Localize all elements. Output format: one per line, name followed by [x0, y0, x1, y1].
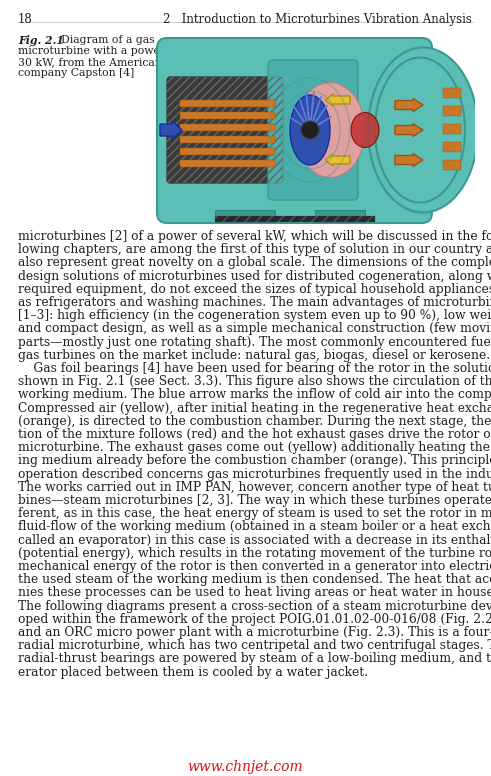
Text: (orange), is directed to the combustion chamber. During the next stage, the igni: (orange), is directed to the combustion …: [18, 415, 491, 428]
Text: 2   Introduction to Microturbines Vibration Analysis: 2 Introduction to Microturbines Vibratio…: [163, 13, 472, 26]
Bar: [443, 142, 461, 152]
Bar: [443, 160, 461, 170]
Bar: [215, 216, 375, 222]
Text: mechanical energy of the rotor is then converted in a generator into electricity: mechanical energy of the rotor is then c…: [18, 560, 491, 573]
Text: required equipment, do not exceed the sizes of typical household appliances, suc: required equipment, do not exceed the si…: [18, 282, 491, 296]
Text: (potential energy), which results in the rotating movement of the turbine rotor.: (potential energy), which results in the…: [18, 547, 491, 559]
Text: nies these processes can be used to heat living areas or heat water in household: nies these processes can be used to heat…: [18, 587, 491, 599]
Bar: [180, 160, 275, 167]
Bar: [315, 210, 365, 222]
Text: company Capston [4]: company Capston [4]: [18, 68, 134, 78]
Text: 18: 18: [18, 13, 33, 26]
Text: design solutions of microturbines used for distributed cogeneration, along with : design solutions of microturbines used f…: [18, 269, 491, 282]
FancyBboxPatch shape: [268, 60, 358, 200]
Text: radial microturbine, which has two centripetal and two centrifugal stages. Two: radial microturbine, which has two centr…: [18, 639, 491, 652]
Text: Fig. 2.1: Fig. 2.1: [18, 35, 64, 46]
Text: fluid-flow of the working medium (obtained in a steam boiler or a heat exchanger: fluid-flow of the working medium (obtain…: [18, 521, 491, 533]
Bar: [443, 124, 461, 134]
FancyArrow shape: [325, 94, 350, 106]
Text: the used steam of the working medium is then condensed. The heat that accompa-: the used steam of the working medium is …: [18, 573, 491, 586]
FancyBboxPatch shape: [157, 38, 432, 223]
Text: Diagram of a gas: Diagram of a gas: [54, 35, 155, 45]
FancyArrow shape: [160, 121, 182, 139]
Text: lowing chapters, are among the first of this type of solution in our country and: lowing chapters, are among the first of …: [18, 243, 491, 256]
Text: erator placed between them is cooled by a water jacket.: erator placed between them is cooled by …: [18, 666, 368, 678]
Text: radial-thrust bearings are powered by steam of a low-boiling medium, and the gen: radial-thrust bearings are powered by st…: [18, 653, 491, 665]
Text: ing medium already before the combustion chamber (orange). This principle of: ing medium already before the combustion…: [18, 455, 491, 467]
Bar: [180, 148, 275, 155]
Text: operation described concerns gas microturbines frequently used in the industry [: operation described concerns gas microtu…: [18, 468, 491, 480]
Bar: [443, 88, 461, 98]
Text: Gas foil bearings [4] have been used for bearing of the rotor in the solution: Gas foil bearings [4] have been used for…: [18, 362, 491, 375]
Text: working medium. The blue arrow marks the inflow of cold air into the compressor.: working medium. The blue arrow marks the…: [18, 389, 491, 401]
Text: [1–3]: high efficiency (in the cogeneration system even up to 90 %), low weight: [1–3]: high efficiency (in the cogenerat…: [18, 309, 491, 322]
Text: The works carried out in IMP PAN, however, concern another type of heat tur-: The works carried out in IMP PAN, howeve…: [18, 481, 491, 494]
Text: bines—steam microturbines [2, 3]. The way in which these turbines operate is dif: bines—steam microturbines [2, 3]. The wa…: [18, 494, 491, 507]
Text: ferent, as in this case, the heat energy of steam is used to set the rotor in mo: ferent, as in this case, the heat energy…: [18, 508, 491, 520]
Text: oped within the framework of the project POIG.01.01.02-00-016/08 (Fig. 2.2): oped within the framework of the project…: [18, 613, 491, 625]
FancyArrow shape: [395, 123, 423, 137]
FancyBboxPatch shape: [167, 77, 283, 183]
Text: microturbines [2] of a power of several kW, which will be discussed in the fol-: microturbines [2] of a power of several …: [18, 230, 491, 243]
FancyArrow shape: [395, 99, 423, 112]
Ellipse shape: [295, 82, 365, 178]
Text: microturbine with a power of: microturbine with a power of: [18, 46, 179, 56]
Text: parts—mostly just one rotating shaft). The most commonly encountered fuel in: parts—mostly just one rotating shaft). T…: [18, 335, 491, 348]
Ellipse shape: [351, 113, 379, 147]
Bar: [180, 100, 275, 107]
Ellipse shape: [290, 95, 330, 165]
Text: and an ORC micro power plant with a microturbine (Fig. 2.3). This is a four-stag: and an ORC micro power plant with a micr…: [18, 626, 491, 639]
Ellipse shape: [301, 121, 319, 139]
Text: microturbine. The exhaust gases come out (yellow) additionally heating the work-: microturbine. The exhaust gases come out…: [18, 442, 491, 454]
Bar: [443, 106, 461, 116]
Bar: [180, 136, 275, 143]
Text: 30 kW, from the American: 30 kW, from the American: [18, 57, 162, 67]
Text: Compressed air (yellow), after initial heating in the regenerative heat exchange: Compressed air (yellow), after initial h…: [18, 402, 491, 414]
Text: called an evaporator) in this case is associated with a decrease in its enthalpy: called an evaporator) in this case is as…: [18, 534, 491, 546]
FancyArrow shape: [325, 154, 350, 166]
Text: www.chnjet.com: www.chnjet.com: [187, 760, 303, 774]
Ellipse shape: [368, 47, 478, 213]
Bar: [180, 124, 275, 131]
Bar: [180, 112, 275, 119]
Text: tion of the mixture follows (red) and the hot exhaust gases drive the rotor of t: tion of the mixture follows (red) and th…: [18, 428, 491, 441]
Bar: [215, 210, 275, 222]
Text: and compact design, as well as a simple mechanical construction (few moving: and compact design, as well as a simple …: [18, 322, 491, 335]
Text: also represent great novelty on a global scale. The dimensions of the completed: also represent great novelty on a global…: [18, 256, 491, 269]
FancyArrow shape: [395, 154, 423, 167]
Text: as refrigerators and washing machines. The main advantages of microturbines are: as refrigerators and washing machines. T…: [18, 296, 491, 309]
Text: gas turbines on the market include: natural gas, biogas, diesel or kerosene.: gas turbines on the market include: natu…: [18, 348, 490, 362]
Text: The following diagrams present a cross-section of a steam microturbine devel-: The following diagrams present a cross-s…: [18, 600, 491, 612]
Text: shown in Fig. 2.1 (see Sect. 3.3). This figure also shows the circulation of the: shown in Fig. 2.1 (see Sect. 3.3). This …: [18, 376, 491, 388]
Bar: [215, 216, 375, 222]
